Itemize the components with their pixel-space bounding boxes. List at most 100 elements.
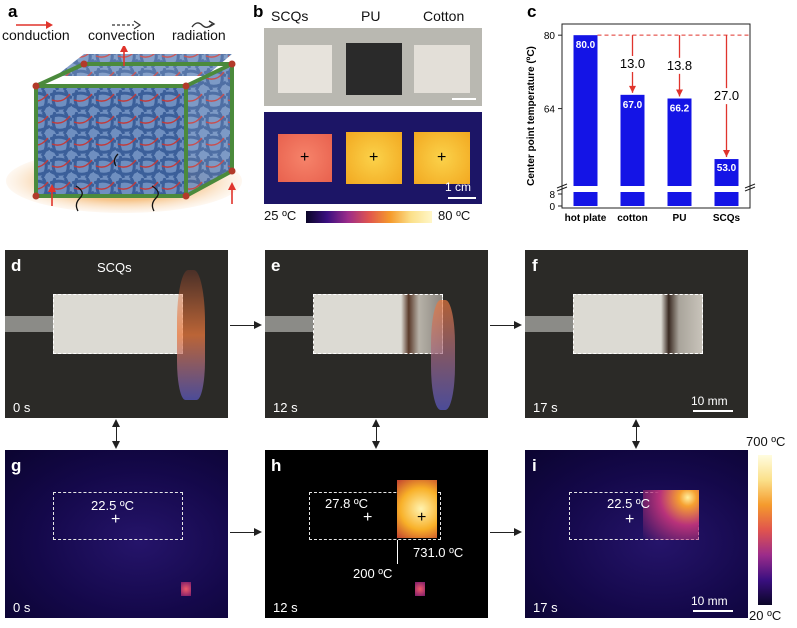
- y-axis-label: Center point temperature (ºC): [526, 46, 537, 186]
- x-tick-label: hot plate: [565, 213, 607, 224]
- scqs-strip-burning: [313, 294, 443, 354]
- panel-h-temp-right: 731.0 ºC: [413, 545, 464, 560]
- panel-label-c: c: [527, 2, 537, 21]
- panel-f-photo: 17 s 10 mm: [525, 250, 748, 418]
- arrow-e-to-f: [490, 320, 522, 329]
- difference-label-bg: [663, 57, 696, 74]
- panel-i-scale-bar: [693, 610, 733, 612]
- arrow-d-g: [111, 419, 120, 449]
- arrow-d-to-e: [230, 320, 262, 329]
- y-tick-label: 64: [544, 105, 556, 116]
- colorbar-b-min: 25 ºC: [264, 208, 297, 223]
- bar-value-label: 80.0: [576, 40, 596, 51]
- bar-chart: 08 64 80 Center point temperature (ºC) 80.0 h…: [526, 23, 756, 224]
- panel-f-scale-bar: [693, 410, 733, 412]
- legend-arrows: [16, 20, 216, 30]
- bar: [714, 159, 739, 186]
- panel-h-time: 12 s: [273, 600, 298, 615]
- y-tick-label: 8: [549, 190, 555, 201]
- sample-label-pu: PU: [361, 8, 381, 24]
- panel-label-d: d: [11, 256, 22, 275]
- difference-label-bg: [616, 56, 649, 72]
- panel-i-temp: 22.5 ºC: [607, 496, 651, 511]
- y-tick-label: 80: [544, 31, 556, 42]
- scqs-thermal: [278, 134, 332, 182]
- panel-label-a: a: [8, 2, 18, 21]
- radiation-arrow-icon: [191, 20, 216, 28]
- panel-h-temp-front: 200 ºC: [353, 566, 393, 581]
- difference-arrowhead: [723, 150, 730, 158]
- arrow-h-to-i: [490, 527, 522, 536]
- x-tick-label: cotton: [617, 213, 648, 224]
- legend-convection: convection: [88, 27, 155, 43]
- difference-label-bg: [710, 88, 743, 105]
- panel-i-thermal: 22.5 ºC + 17 s 10 mm: [525, 450, 748, 618]
- panel-f-time: 17 s: [533, 400, 558, 415]
- y-tick-label: 0: [549, 202, 555, 213]
- axis-break-right: [744, 186, 756, 192]
- difference-label: 13.8: [667, 58, 692, 73]
- convection-arrow-icon: [112, 20, 142, 30]
- panel-d-photo: SCQs 0 s: [5, 250, 228, 418]
- legend-conduction: conduction: [2, 27, 70, 43]
- difference-label: 27.0: [714, 88, 739, 103]
- panel-d-sample: SCQs: [97, 260, 132, 275]
- clamp: [5, 316, 53, 332]
- samples-photo: [264, 28, 482, 106]
- colorbar-right-max: 700 ºC: [746, 434, 786, 449]
- bar: [573, 35, 598, 186]
- panel-h-temp-left: 27.8 ºC: [325, 496, 369, 511]
- arrow-e-h: [371, 419, 380, 449]
- axis-break-left: [556, 183, 568, 189]
- difference-label: 13.0: [620, 56, 645, 71]
- panel-e-time: 12 s: [273, 400, 298, 415]
- panel-i-time: 17 s: [533, 600, 558, 615]
- panel-label-g: g: [11, 456, 22, 475]
- bar: [667, 98, 692, 186]
- cotton-thermal: [414, 132, 470, 184]
- arrow-g-to-h: [230, 527, 262, 536]
- axis-break-right: [744, 183, 756, 189]
- sample-label-cotton: Cotton: [423, 8, 465, 24]
- panel-label-b: b: [253, 2, 264, 21]
- x-tick-label: SCQs: [713, 213, 741, 224]
- bar-base: [573, 192, 598, 206]
- cotton-sample: [414, 45, 470, 93]
- colorbar-b-max: 80 ºC: [438, 208, 471, 223]
- colorbar-right: [758, 455, 772, 605]
- difference-arrowhead: [629, 85, 636, 93]
- panel-g-time: 0 s: [13, 600, 31, 615]
- bar-base: [714, 192, 739, 206]
- scqs-strip-burnt: [573, 294, 703, 354]
- panel-label-h: h: [271, 456, 282, 475]
- panel-g-temp: 22.5 ºC: [91, 498, 135, 513]
- bar-value-label: 53.0: [717, 163, 737, 174]
- panel-f-scale-label: 10 mm: [691, 394, 728, 408]
- conduction-arrow-icon: [16, 21, 53, 29]
- bar-base: [620, 192, 645, 206]
- bar-value-label: 66.2: [670, 103, 690, 114]
- thermal-scale-label: 1 cm: [445, 180, 472, 194]
- chart-frame: [561, 23, 751, 209]
- panel-h-thermal: 27.8 ºC + + 731.0 ºC 200 ºC 12 s: [265, 450, 488, 618]
- flame: [177, 270, 205, 400]
- arrow-f-i: [631, 419, 640, 449]
- hot-zone: [397, 480, 437, 538]
- scqs-strip: [53, 294, 183, 354]
- sample-label-scqs: SCQs: [271, 8, 309, 24]
- axis-break-left: [556, 186, 568, 192]
- residual-heat: [643, 490, 699, 540]
- panel-d-time: 0 s: [13, 400, 31, 415]
- thermal-scale-bar: [448, 197, 476, 199]
- pu-sample: [346, 43, 402, 95]
- panel-label-f: f: [532, 256, 538, 275]
- panel-i-scale-label: 10 mm: [691, 594, 728, 608]
- panel-label-i: i: [532, 456, 537, 475]
- pu-thermal: [346, 132, 402, 184]
- legend-radiation: radiation: [172, 27, 226, 43]
- scqs-sample: [278, 45, 332, 93]
- samples-thermal-image: + + + 1 cm: [264, 112, 482, 204]
- bar-value-label: 67.0: [623, 100, 643, 111]
- bar-base: [667, 192, 692, 206]
- panel-g-thermal: 22.5 ºC + 0 s: [5, 450, 228, 618]
